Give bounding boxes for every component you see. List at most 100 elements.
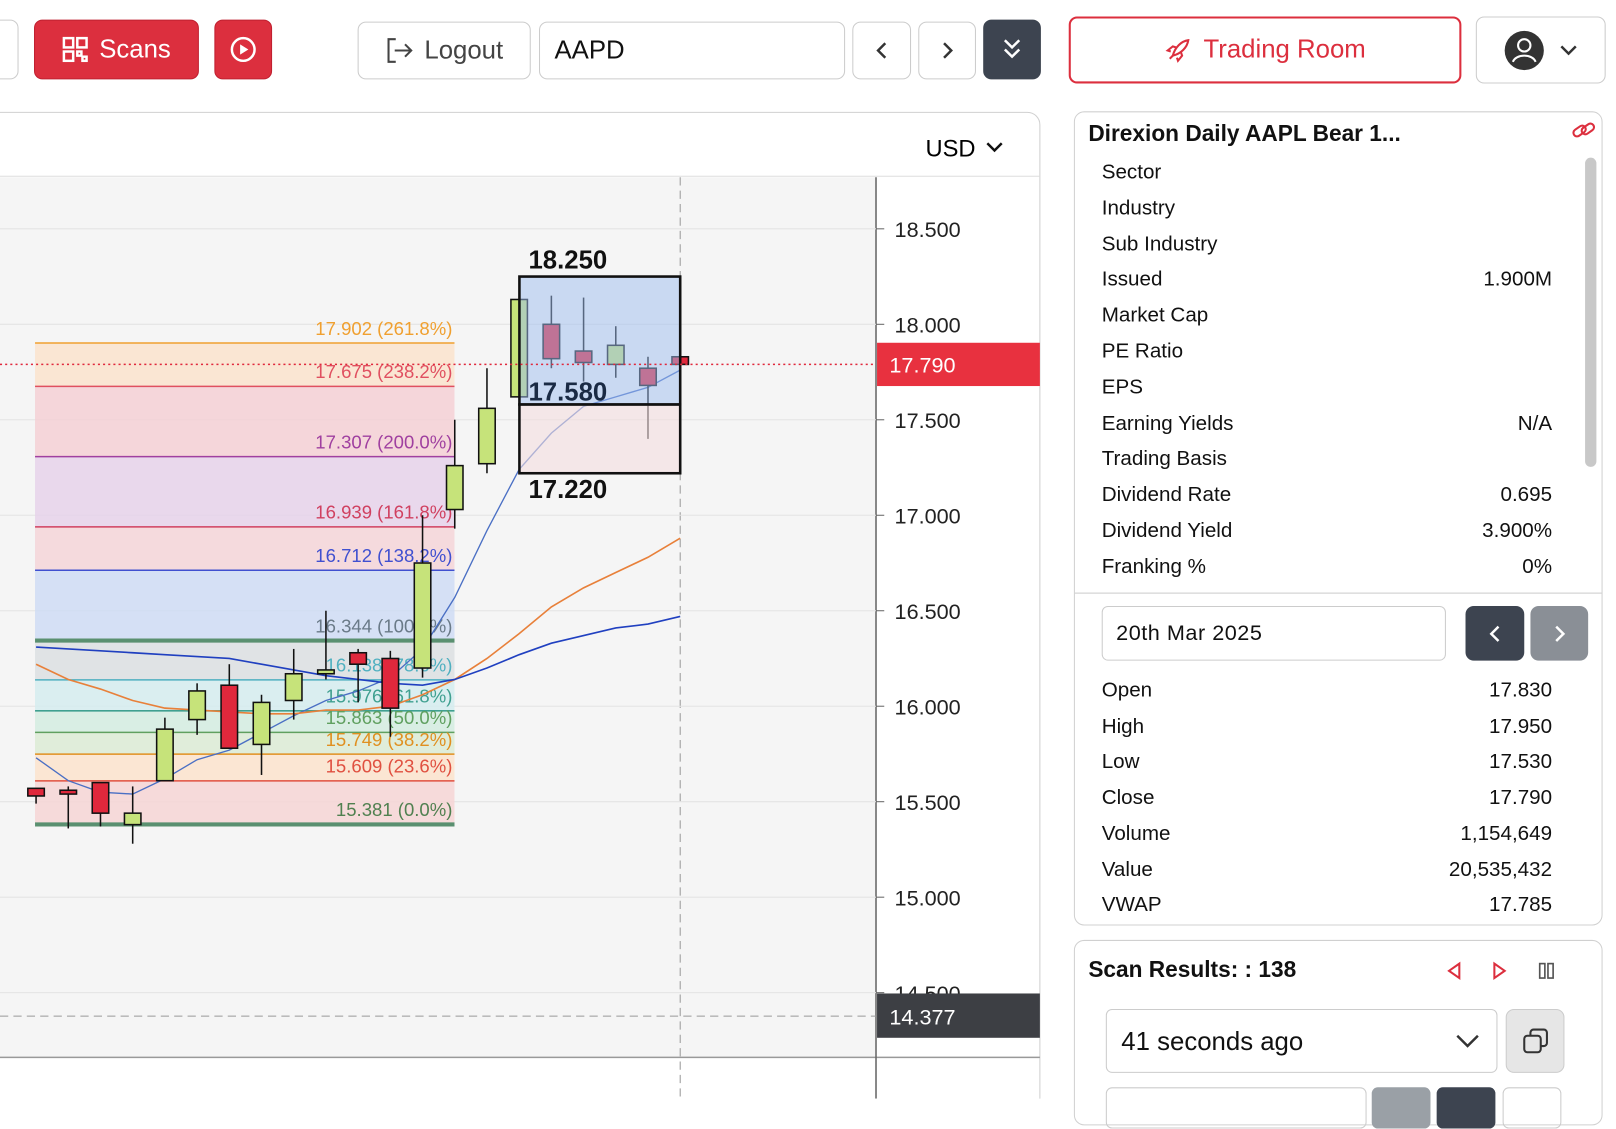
fib-label: 16.939 (161.8%)	[315, 502, 452, 523]
fib-label: 15.863 (50.0%)	[326, 707, 453, 728]
info-label: Sub Industry	[1101, 232, 1218, 256]
y-tick-label: 15.000	[895, 885, 961, 910]
info-value: 17.785	[1489, 893, 1553, 917]
page: Scans Logout AAPD Trading Room USD 17.90…	[0, 16, 1606, 1129]
partial-button[interactable]	[1371, 1087, 1431, 1129]
last-price-box	[877, 342, 1040, 387]
fib-band	[35, 526, 455, 571]
info-value: 17.950	[1489, 714, 1553, 738]
next-button[interactable]	[918, 21, 976, 80]
info-title: Direxion Daily AAPL Bear 1...	[1088, 120, 1401, 147]
info-row: Trading Basis	[1102, 448, 1552, 472]
y-tick-label: 17.500	[895, 408, 961, 433]
chevron-left	[875, 42, 886, 59]
cursor-price-label: 14.377	[889, 1004, 955, 1029]
info-row: Issued 1.900M	[1102, 268, 1552, 292]
info-label: High	[1101, 714, 1145, 738]
info-row: Low 17.530	[1102, 751, 1552, 775]
info-label: Low	[1101, 750, 1140, 774]
info-value: 1,154,649	[1460, 822, 1553, 845]
chevron-right	[1555, 625, 1566, 642]
date-prev[interactable]	[1465, 605, 1525, 661]
range-label: 17.220	[528, 476, 607, 504]
qr-icon	[62, 36, 89, 63]
scrollbar[interactable]	[1585, 157, 1597, 467]
fib-label: 16.712 (138.2%)	[315, 545, 452, 566]
fib-band	[35, 570, 455, 641]
info-row: Earning Yields N/A	[1102, 412, 1552, 436]
info-value: 17.830	[1489, 679, 1553, 702]
info-label: Value	[1101, 857, 1153, 881]
candle-body	[413, 562, 432, 669]
info-row: Franking % 0%	[1102, 555, 1552, 579]
symbol-input[interactable]: AAPD	[539, 21, 846, 80]
expand-button[interactable]	[983, 19, 1041, 80]
chart: USD 17.902 (261.8%) 17.675 (238.2%) 17.307…	[0, 111, 1041, 1099]
info-row: EPS	[1102, 376, 1552, 400]
screen: Scans Logout AAPD Trading Room USD 17.90…	[0, 16, 1606, 1129]
scan-updated: 41 seconds ago	[1121, 1027, 1304, 1057]
y-tick-label: 18.500	[895, 217, 961, 242]
candle-body	[123, 812, 142, 826]
logout-button[interactable]: Logout	[357, 21, 531, 80]
user-menu[interactable]	[1475, 16, 1606, 84]
info-label: Close	[1101, 786, 1155, 810]
info-value: 17.790	[1489, 786, 1553, 810]
scans-button[interactable]: Scans	[34, 19, 199, 80]
fib-label: 15.749 (38.2%)	[326, 729, 453, 750]
info-label: Franking %	[1101, 555, 1206, 578]
scan-select[interactable]: 41 seconds ago	[1105, 1008, 1498, 1073]
fib-band	[35, 754, 455, 781]
fib-band	[35, 386, 455, 457]
partial-button[interactable]	[1436, 1087, 1496, 1129]
candle-body	[284, 672, 303, 702]
info-label: Market Cap	[1101, 304, 1209, 327]
candle-body	[91, 781, 110, 814]
fib-label: 17.307 (200.0%)	[315, 431, 452, 452]
scans-label: Scans	[99, 34, 171, 64]
link-icon[interactable]	[1570, 119, 1599, 144]
trading-room-button[interactable]: Trading Room	[1068, 16, 1462, 84]
fib-label: 15.609 (23.6%)	[326, 756, 453, 777]
candle-body	[220, 684, 239, 750]
info-row: Dividend Yield 3.900%	[1102, 519, 1552, 543]
last-price-label: 17.790	[889, 353, 955, 378]
info-label: VWAP	[1101, 893, 1162, 917]
fib-label: 17.675 (238.2%)	[315, 361, 452, 382]
info-label: PE Ratio	[1101, 340, 1184, 363]
range-label: 18.250	[528, 246, 607, 274]
date-input[interactable]: 20th Mar 2025	[1101, 605, 1446, 661]
y-tick-label: 15.500	[895, 790, 961, 815]
info-label: Industry	[1101, 196, 1176, 220]
info-value: 3.900%	[1482, 519, 1553, 543]
partial-field[interactable]	[1105, 1087, 1367, 1129]
info-label: Dividend Yield	[1101, 519, 1233, 543]
candle-body	[188, 690, 207, 721]
fib-band	[35, 710, 455, 733]
partial-button[interactable]	[1502, 1087, 1562, 1129]
candle-body	[316, 669, 335, 675]
info-label: Trading Basis	[1101, 447, 1227, 471]
chevron-right	[943, 42, 953, 59]
play-button[interactable]	[214, 19, 273, 80]
candle-body	[155, 728, 174, 782]
info-label: Sector	[1101, 160, 1162, 184]
date-next[interactable]	[1530, 605, 1589, 661]
info-label: Volume	[1101, 822, 1171, 845]
fib-band	[35, 732, 455, 755]
prev-button[interactable]	[852, 21, 912, 80]
symbol-text: AAPD	[554, 35, 625, 65]
partial-button[interactable]	[0, 19, 19, 80]
fib-label: 17.902 (261.8%)	[315, 318, 452, 339]
info-row: PE Ratio	[1102, 340, 1552, 364]
info-value: N/A	[1517, 411, 1553, 435]
copy-button[interactable]	[1505, 1008, 1565, 1073]
logout-icon	[387, 38, 413, 63]
candle-body	[59, 789, 78, 795]
candle-body	[27, 787, 46, 797]
info-label: EPS	[1101, 375, 1143, 399]
info-row: Value 20,535,432	[1102, 858, 1552, 882]
scan-controls[interactable]	[1441, 959, 1565, 982]
candle-body	[349, 651, 368, 665]
play-icon	[230, 36, 256, 63]
